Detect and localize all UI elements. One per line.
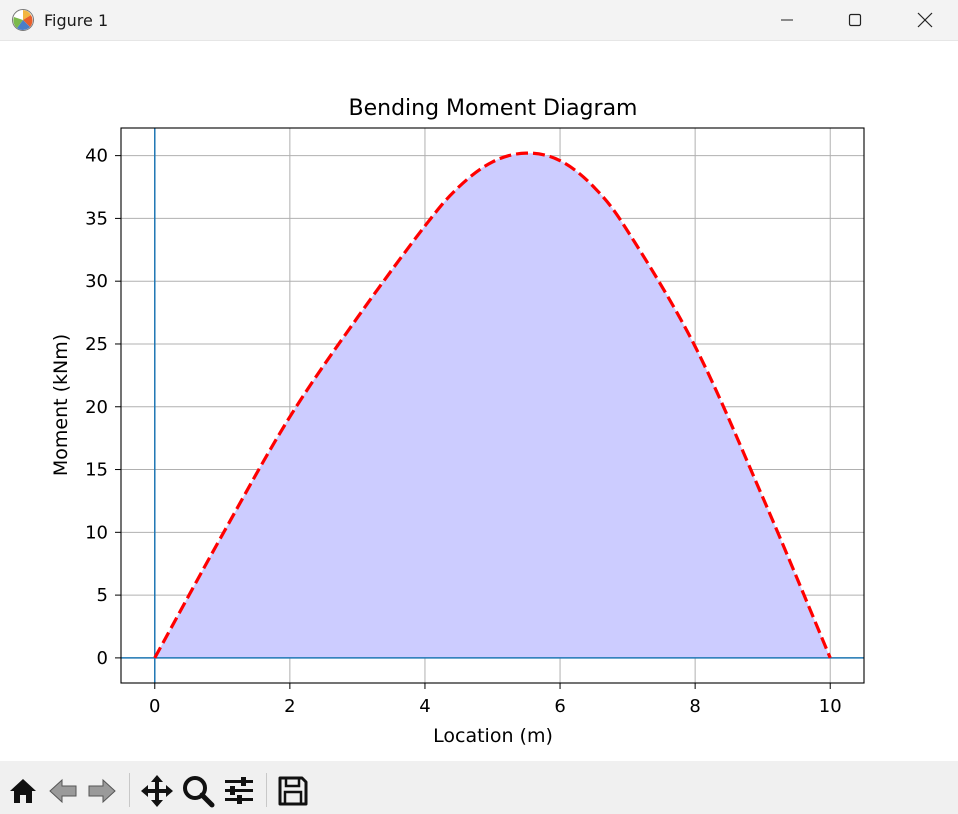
y-tick-label: 5 bbox=[97, 585, 108, 606]
pan-icon bbox=[141, 775, 173, 807]
y-tick-label: 40 bbox=[85, 146, 108, 167]
y-tick-label: 35 bbox=[85, 208, 108, 229]
window-titlebar: Figure 1 bbox=[0, 0, 958, 41]
x-tick-label: 2 bbox=[284, 696, 295, 717]
y-tick-label: 20 bbox=[85, 397, 108, 418]
chart-title: Bending Moment Diagram bbox=[349, 96, 638, 121]
close-icon bbox=[917, 12, 933, 28]
maximize-button[interactable] bbox=[820, 0, 890, 40]
plot-frame bbox=[120, 127, 865, 684]
zoom-button[interactable] bbox=[180, 773, 216, 809]
maximize-icon bbox=[848, 13, 862, 27]
close-button[interactable] bbox=[890, 0, 958, 40]
x-tick-label: 4 bbox=[419, 696, 430, 717]
back-arrow-icon bbox=[49, 778, 77, 804]
save-button[interactable] bbox=[275, 773, 311, 809]
bending-moment-chart: 0 2 4 6 8 10 0 5 10 15 20 25 30 35 40 Bending Moment D… bbox=[50, 96, 865, 747]
x-axis-label: Location (m) bbox=[433, 725, 553, 747]
home-button[interactable] bbox=[5, 773, 41, 809]
save-icon bbox=[278, 776, 308, 806]
x-tick-label: 0 bbox=[149, 696, 160, 717]
toolbar-separator bbox=[129, 773, 130, 807]
forward-button[interactable] bbox=[84, 773, 120, 809]
navigation-toolbar bbox=[0, 761, 958, 814]
matplotlib-figure-icon bbox=[12, 9, 34, 31]
zoom-icon bbox=[183, 776, 215, 808]
y-tick-label: 0 bbox=[97, 648, 108, 669]
figure-canvas[interactable]: 0 2 4 6 8 10 0 5 10 15 20 25 30 35 40 Bending Moment D… bbox=[0, 41, 958, 760]
minimize-button[interactable] bbox=[752, 0, 822, 40]
toolbar-separator bbox=[266, 773, 267, 807]
y-tick-label: 15 bbox=[85, 460, 108, 481]
y-tick-label: 30 bbox=[85, 271, 108, 292]
back-button[interactable] bbox=[45, 773, 81, 809]
y-axis-label: Moment (kNm) bbox=[50, 334, 72, 476]
moment-area-fill bbox=[154, 153, 831, 658]
x-tick-label: 8 bbox=[689, 696, 700, 717]
configure-subplots-button[interactable] bbox=[221, 773, 257, 809]
x-tick-label: 6 bbox=[554, 696, 565, 717]
window-title: Figure 1 bbox=[44, 11, 109, 30]
home-icon bbox=[10, 779, 36, 803]
pan-button[interactable] bbox=[139, 773, 175, 809]
minimize-icon bbox=[781, 19, 793, 21]
forward-arrow-icon bbox=[88, 778, 116, 804]
axis-ticks: 0 2 4 6 8 10 0 5 10 15 20 25 30 35 40 bbox=[85, 146, 842, 717]
configure-subplots-icon bbox=[225, 777, 253, 804]
y-tick-label: 10 bbox=[85, 522, 108, 543]
x-tick-label: 10 bbox=[819, 696, 842, 717]
y-tick-label: 25 bbox=[85, 334, 108, 355]
